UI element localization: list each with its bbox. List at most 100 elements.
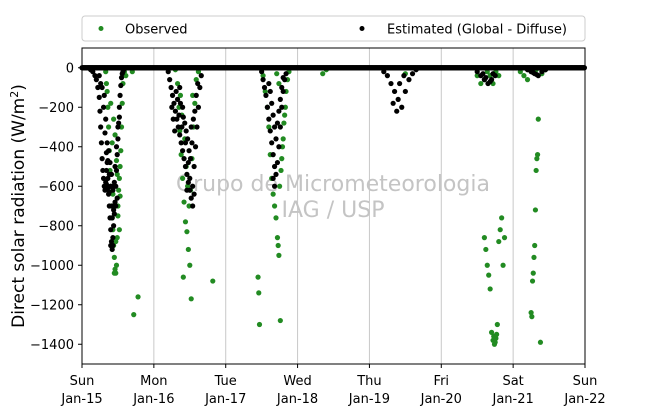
y-tick-label: −400 (38, 140, 74, 155)
data-point (98, 140, 104, 146)
data-point (280, 88, 286, 95)
data-point (402, 88, 408, 95)
data-point (105, 175, 111, 181)
x-tick-label-day: Wed (283, 374, 311, 389)
data-point (184, 171, 190, 177)
y-tick-label: −1400 (30, 338, 74, 353)
data-point (115, 136, 121, 142)
data-point (274, 120, 281, 126)
data-point (102, 130, 108, 136)
data-point (183, 128, 189, 134)
data-point (190, 116, 196, 122)
data-point (174, 116, 180, 122)
data-point (116, 187, 122, 193)
data-point (90, 69, 96, 75)
data-point (274, 235, 281, 241)
data-point (490, 71, 496, 77)
data-point (173, 88, 179, 95)
data-point (488, 329, 495, 335)
data-point (264, 104, 270, 110)
data-point (390, 100, 396, 106)
data-points (79, 65, 588, 347)
data-point (484, 69, 490, 75)
data-point (269, 100, 275, 106)
data-point (277, 96, 283, 102)
data-point (581, 65, 588, 71)
data-point (277, 183, 283, 189)
data-point (169, 104, 175, 110)
data-point (111, 270, 117, 276)
data-point (521, 73, 527, 79)
data-point (483, 75, 489, 81)
data-point (279, 84, 285, 91)
data-point (395, 96, 401, 102)
data-point (177, 84, 183, 91)
data-point (279, 144, 286, 150)
data-point (261, 84, 268, 91)
data-point (182, 219, 189, 225)
data-point (276, 252, 282, 258)
data-point (174, 96, 181, 102)
data-point (480, 71, 486, 77)
data-point (182, 120, 188, 126)
data-point (116, 227, 122, 233)
data-point (267, 88, 273, 95)
data-point (185, 183, 191, 189)
data-point (388, 80, 394, 87)
data-point (181, 156, 187, 162)
x-tick-label-date: Jan-17 (204, 392, 246, 407)
data-point (182, 163, 189, 170)
data-point (114, 235, 120, 241)
data-point (118, 124, 125, 130)
data-point (528, 310, 534, 316)
x-tick-label-date: Jan-15 (60, 392, 102, 407)
x-tick-label-day: Sun (573, 374, 598, 389)
data-point (113, 157, 120, 164)
data-point (381, 69, 387, 75)
data-point (256, 290, 262, 296)
data-point (195, 104, 202, 110)
data-point (96, 94, 102, 100)
data-point (198, 73, 204, 79)
data-point (532, 207, 539, 213)
data-point (534, 156, 540, 162)
data-point (188, 296, 194, 302)
data-point (194, 124, 200, 130)
data-point (114, 195, 120, 201)
data-point (255, 274, 261, 280)
data-point (273, 171, 279, 177)
data-point (269, 140, 275, 146)
data-point (113, 203, 119, 209)
data-point (276, 108, 282, 114)
grid (153, 48, 514, 364)
x-axis: Sun Jan-15 Mon Jan-16 Tue Jan-17 Wed Jan-18 Thu J… (60, 364, 606, 407)
data-point (180, 104, 186, 110)
data-point (109, 140, 115, 146)
data-point (111, 207, 117, 213)
data-point (191, 191, 197, 197)
x-tick-label-day: Fri (434, 374, 450, 389)
x-tick-label-date: Jan-16 (132, 392, 174, 407)
data-point (111, 179, 117, 185)
data-point (484, 262, 490, 268)
data-point (197, 84, 203, 91)
data-point (108, 100, 114, 106)
data-point (497, 227, 503, 233)
data-point (276, 144, 282, 150)
y-tick-label: −1000 (30, 259, 74, 274)
data-point (384, 73, 390, 79)
watermark-line-1: Grupo de Micrometeorologia (176, 172, 490, 197)
data-point (118, 75, 125, 81)
data-point (119, 100, 125, 106)
data-point (116, 175, 122, 181)
data-point (104, 140, 110, 146)
data-point (271, 203, 278, 209)
data-point (118, 82, 124, 89)
data-point (103, 181, 110, 187)
data-point (112, 199, 118, 205)
y-tick-label: 0 (66, 61, 74, 76)
data-point (256, 321, 263, 328)
data-point (394, 108, 400, 114)
data-point (108, 227, 114, 233)
